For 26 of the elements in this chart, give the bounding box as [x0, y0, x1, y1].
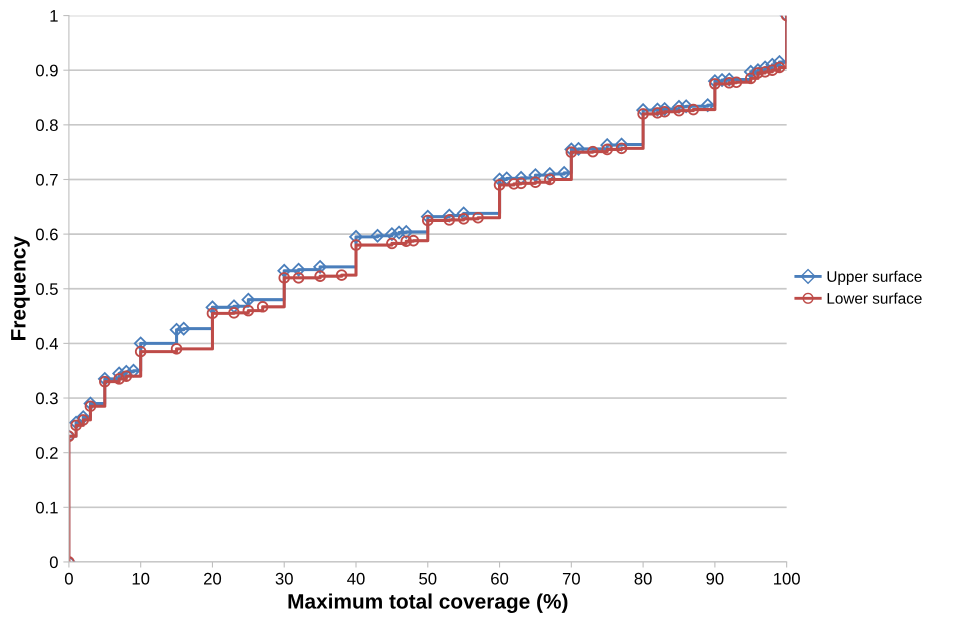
y-tick-label: 0.9	[36, 64, 58, 76]
x-tick-label: 10	[132, 572, 150, 585]
y-tick-label: 0.4	[36, 338, 58, 350]
y-tick-label: 0.5	[36, 283, 58, 295]
x-tick-label: 0	[64, 572, 73, 585]
y-tick-label: 0.8	[36, 119, 58, 132]
x-tick-label: 70	[562, 572, 580, 585]
x-tick-label: 100	[774, 572, 800, 585]
y-tick-label: 0.2	[36, 447, 58, 459]
x-tick-label: 20	[204, 572, 222, 585]
x-tick-label: 60	[491, 572, 508, 585]
legend-label: Lower surface	[828, 292, 922, 304]
y-tick-label: 0	[50, 556, 58, 568]
x-tick-label: 50	[419, 572, 436, 585]
x-tick-label: 40	[347, 572, 365, 585]
legend-label: Upper surface	[828, 270, 922, 285]
x-tick-label: 30	[276, 572, 293, 585]
y-tick-label: 1	[50, 10, 58, 22]
y-axis-title: Frequency	[11, 236, 30, 340]
y-tick-label: 0.6	[36, 228, 58, 240]
x-tick-label: 90	[706, 572, 724, 585]
y-tick-label: 0.1	[36, 502, 58, 514]
x-tick-label: 80	[634, 572, 652, 585]
x-axis-title: Maximum total coverage (%)	[288, 593, 568, 613]
y-tick-label: 0.3	[36, 392, 58, 404]
y-tick-label: 0.7	[36, 174, 58, 186]
